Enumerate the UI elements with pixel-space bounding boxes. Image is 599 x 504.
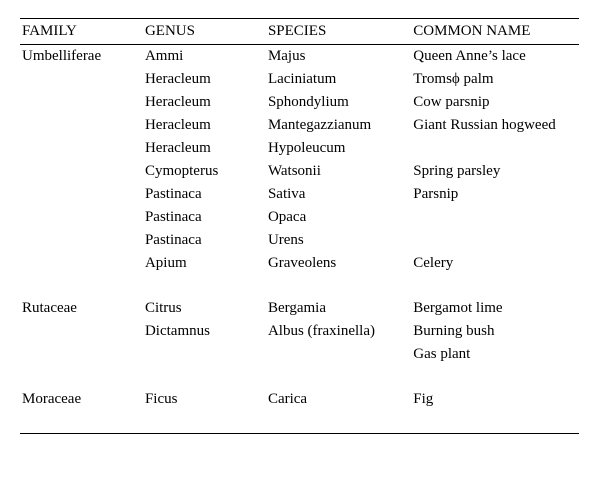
cell-common: Gas plant bbox=[411, 343, 579, 366]
cell-species: Carica bbox=[266, 388, 411, 411]
cell-family bbox=[20, 229, 143, 252]
col-header-common: COMMON NAME bbox=[411, 19, 579, 45]
table-row: Dictamnus Albus (fraxinella) Burning bus… bbox=[20, 320, 579, 343]
table-row: Heracleum Laciniatum Tromsϕ palm bbox=[20, 68, 579, 91]
cell-family bbox=[20, 252, 143, 275]
section-spacer bbox=[20, 366, 579, 388]
page: FAMILY GENUS SPECIES COMMON NAME Umbelli… bbox=[0, 0, 599, 504]
cell-genus: Pastinaca bbox=[143, 183, 266, 206]
cell-genus: Pastinaca bbox=[143, 206, 266, 229]
cell-genus: Pastinaca bbox=[143, 229, 266, 252]
cell-genus bbox=[143, 343, 266, 366]
table-header-row: FAMILY GENUS SPECIES COMMON NAME bbox=[20, 19, 579, 45]
section-rutaceae: Rutaceae Citrus Bergamia Bergamot lime D… bbox=[20, 297, 579, 388]
cell-species: Hypoleucum bbox=[266, 137, 411, 160]
cell-common: Cow parsnip bbox=[411, 91, 579, 114]
table-row: Umbelliferae Ammi Majus Queen Anne’s lac… bbox=[20, 45, 579, 69]
table-row: Pastinaca Sativa Parsnip bbox=[20, 183, 579, 206]
col-header-family: FAMILY bbox=[20, 19, 143, 45]
table-row: Moraceae Ficus Carica Fig bbox=[20, 388, 579, 411]
cell-common: Fig bbox=[411, 388, 579, 411]
section-umbelliferae: Umbelliferae Ammi Majus Queen Anne’s lac… bbox=[20, 45, 579, 298]
cell-common: Giant Russian hogweed bbox=[411, 114, 579, 137]
cell-species: Majus bbox=[266, 45, 411, 69]
col-header-genus: GENUS bbox=[143, 19, 266, 45]
cell-species: Opaca bbox=[266, 206, 411, 229]
table-row: Gas plant bbox=[20, 343, 579, 366]
table-row: Apium Graveolens Celery bbox=[20, 252, 579, 275]
cell-common: Spring parsley bbox=[411, 160, 579, 183]
cell-species bbox=[266, 343, 411, 366]
table-row: Pastinaca Opaca bbox=[20, 206, 579, 229]
cell-genus: Ammi bbox=[143, 45, 266, 69]
cell-genus: Heracleum bbox=[143, 114, 266, 137]
table-row: Rutaceae Citrus Bergamia Bergamot lime bbox=[20, 297, 579, 320]
cell-species: Sphondylium bbox=[266, 91, 411, 114]
cell-species: Urens bbox=[266, 229, 411, 252]
cell-family: Moraceae bbox=[20, 388, 143, 411]
cell-common bbox=[411, 206, 579, 229]
cell-species: Bergamia bbox=[266, 297, 411, 320]
col-header-species: SPECIES bbox=[266, 19, 411, 45]
cell-family bbox=[20, 114, 143, 137]
cell-species: Graveolens bbox=[266, 252, 411, 275]
cell-common bbox=[411, 137, 579, 160]
cell-genus: Citrus bbox=[143, 297, 266, 320]
cell-species: Mantegazzianum bbox=[266, 114, 411, 137]
cell-species: Laciniatum bbox=[266, 68, 411, 91]
cell-family bbox=[20, 137, 143, 160]
cell-genus: Heracleum bbox=[143, 137, 266, 160]
cell-species: Watsonii bbox=[266, 160, 411, 183]
cell-common bbox=[411, 229, 579, 252]
cell-genus: Dictamnus bbox=[143, 320, 266, 343]
cell-family: Umbelliferae bbox=[20, 45, 143, 69]
cell-family: Rutaceae bbox=[20, 297, 143, 320]
cell-genus: Cymopterus bbox=[143, 160, 266, 183]
cell-family bbox=[20, 343, 143, 366]
table-bottom-rule bbox=[20, 423, 579, 434]
cell-common: Bergamot lime bbox=[411, 297, 579, 320]
cell-family bbox=[20, 91, 143, 114]
cell-common: Celery bbox=[411, 252, 579, 275]
cell-species: Sativa bbox=[266, 183, 411, 206]
cell-genus: Apium bbox=[143, 252, 266, 275]
table-row: Heracleum Mantegazzianum Giant Russian h… bbox=[20, 114, 579, 137]
section-spacer bbox=[20, 411, 579, 423]
cell-common: Tromsϕ palm bbox=[411, 68, 579, 91]
cell-family bbox=[20, 68, 143, 91]
section-spacer bbox=[20, 275, 579, 297]
table-row: Heracleum Hypoleucum bbox=[20, 137, 579, 160]
taxonomy-table: FAMILY GENUS SPECIES COMMON NAME Umbelli… bbox=[20, 18, 579, 434]
cell-species: Albus (fraxinella) bbox=[266, 320, 411, 343]
cell-common: Queen Anne’s lace bbox=[411, 45, 579, 69]
cell-common: Parsnip bbox=[411, 183, 579, 206]
section-moraceae: Moraceae Ficus Carica Fig bbox=[20, 388, 579, 434]
cell-genus: Ficus bbox=[143, 388, 266, 411]
cell-genus: Heracleum bbox=[143, 91, 266, 114]
table-row: Cymopterus Watsonii Spring parsley bbox=[20, 160, 579, 183]
table-row: Pastinaca Urens bbox=[20, 229, 579, 252]
cell-genus: Heracleum bbox=[143, 68, 266, 91]
table-row: Heracleum Sphondylium Cow parsnip bbox=[20, 91, 579, 114]
cell-family bbox=[20, 320, 143, 343]
cell-family bbox=[20, 183, 143, 206]
cell-common: Burning bush bbox=[411, 320, 579, 343]
cell-family bbox=[20, 206, 143, 229]
cell-family bbox=[20, 160, 143, 183]
